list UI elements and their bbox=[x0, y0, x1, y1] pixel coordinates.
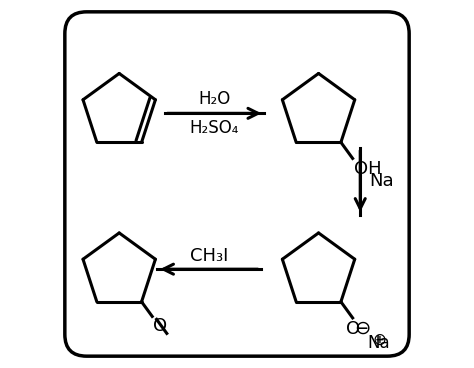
Text: CH₃I: CH₃I bbox=[190, 247, 228, 265]
Text: ⊕: ⊕ bbox=[373, 330, 387, 348]
Text: Na: Na bbox=[369, 172, 394, 190]
Text: Na: Na bbox=[368, 334, 391, 352]
Text: O: O bbox=[153, 317, 167, 335]
Text: ⊖: ⊖ bbox=[355, 319, 371, 337]
Text: H₂SO₄: H₂SO₄ bbox=[190, 119, 239, 137]
Text: H₂O: H₂O bbox=[198, 90, 230, 108]
FancyBboxPatch shape bbox=[65, 12, 409, 356]
Text: OH: OH bbox=[355, 160, 382, 178]
Text: O: O bbox=[346, 320, 360, 338]
